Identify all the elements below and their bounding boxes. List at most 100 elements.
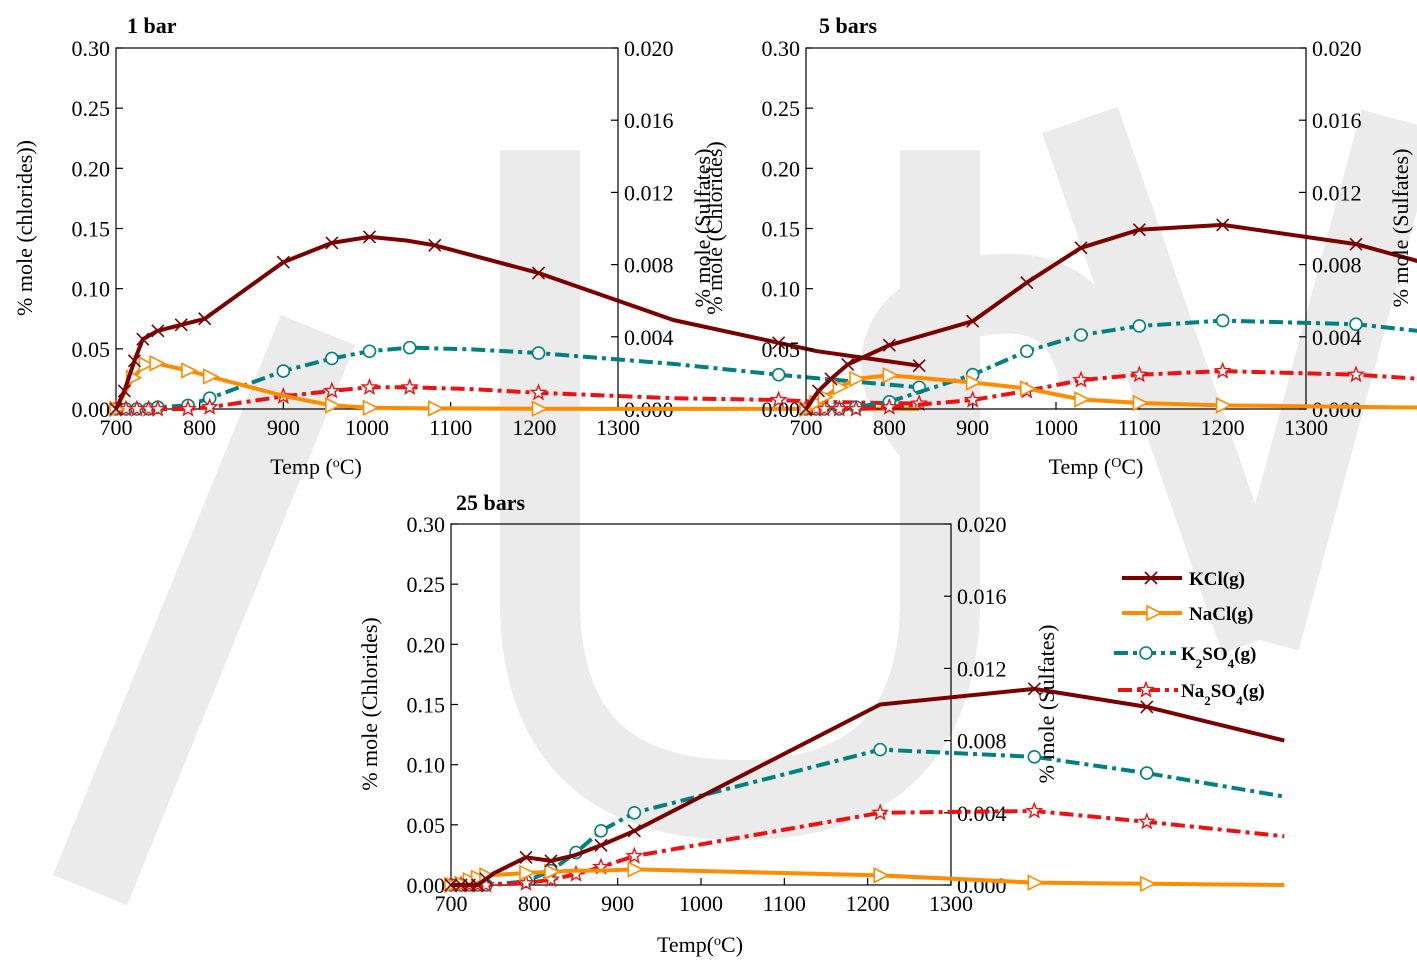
- y2-tick-label: 0.008: [624, 253, 674, 278]
- y-tick-label: 0.00: [72, 397, 111, 422]
- star-icon: [1347, 365, 1365, 383]
- triangle-right-icon: [1146, 604, 1163, 622]
- y2-tick-label: 0.012: [1312, 180, 1362, 205]
- star-icon: [847, 399, 865, 417]
- y2-axis-title: % mole (Sulfates): [1034, 625, 1059, 784]
- x-mark-icon: [151, 324, 165, 338]
- y-tick-label: 0.00: [762, 397, 801, 422]
- circle-icon: [627, 805, 642, 820]
- circle-icon: [1139, 646, 1153, 660]
- series-kcl: [109, 230, 926, 416]
- x-mark-icon: [1027, 682, 1041, 696]
- star-icon: [625, 846, 644, 864]
- x-mark-icon: [799, 402, 813, 416]
- star-icon: [1072, 370, 1090, 388]
- legend-item-kcl: KCl(g): [1122, 569, 1245, 590]
- panel-title: 25 bars: [456, 490, 526, 515]
- circle-icon: [1020, 344, 1034, 359]
- star-icon: [529, 383, 548, 401]
- legend-label-nacl: NaCl(g): [1189, 604, 1253, 625]
- x-mark-icon: [117, 384, 131, 398]
- triangle-right-icon: [1074, 391, 1091, 408]
- triangle-right-icon: [1140, 875, 1157, 893]
- series-kcl: [799, 218, 1417, 416]
- legend-item-na2so4: Na2SO4(g): [1118, 680, 1265, 708]
- star-icon: [1130, 365, 1149, 383]
- triangle-right-icon: [470, 869, 488, 887]
- y2-tick-label: 0.020: [624, 36, 674, 61]
- y2-tick-label: 0.004: [624, 325, 674, 350]
- y-tick-label: 0.15: [72, 217, 111, 242]
- y2-tick-label: 0.016: [1312, 108, 1362, 133]
- x-tick-label: 700: [790, 415, 823, 440]
- y2-axis-title: % mole (Sulfates): [1388, 149, 1413, 308]
- y-tick-label: 0.20: [762, 156, 801, 181]
- triangle-right-icon: [1027, 874, 1045, 891]
- series-na2so4: [442, 801, 1285, 893]
- legend-marker: [1139, 646, 1153, 660]
- x-tick-label: 1300: [1284, 415, 1328, 440]
- y2-tick-label: 0.000: [1312, 397, 1362, 422]
- y-axis-title: % mole (Chlorides): [702, 141, 727, 315]
- series-nacl: [799, 367, 1417, 418]
- triangle-right-icon: [849, 370, 866, 388]
- y-tick-label: 0.20: [72, 156, 111, 181]
- x-mark-icon: [471, 878, 485, 892]
- x-mark-icon: [912, 359, 926, 373]
- circle-icon: [1074, 328, 1088, 342]
- x-axis-title: Temp(oC): [657, 932, 743, 957]
- y2-tick-label: 0.020: [1312, 36, 1362, 61]
- x-mark-icon: [479, 872, 493, 886]
- x-mark-icon: [1020, 276, 1034, 290]
- x-mark-icon: [544, 854, 558, 868]
- series-kcl: [444, 682, 1285, 892]
- y-tick-label: 0.10: [762, 277, 801, 302]
- x-tick-label: 1300: [596, 415, 640, 440]
- triangle-right-icon: [149, 354, 166, 372]
- star-icon: [360, 377, 379, 396]
- x-tick-label: 1200: [512, 415, 556, 440]
- star-icon: [830, 399, 849, 417]
- panel-title: 1 bar: [127, 13, 177, 38]
- panel-title: 5 bars: [819, 13, 878, 38]
- circle-icon: [531, 346, 546, 360]
- y2-tick-label: 0.012: [957, 656, 1007, 681]
- y-tick-label: 0.10: [72, 277, 111, 302]
- y-tick-label: 0.05: [407, 813, 446, 838]
- x-mark-icon: [841, 357, 855, 372]
- x-tick-label: 800: [183, 415, 216, 440]
- star-icon: [322, 381, 341, 399]
- triangle-right-icon: [138, 356, 156, 373]
- x-mark-icon: [594, 838, 608, 852]
- triangle-right-icon: [544, 863, 561, 881]
- circle-icon: [594, 824, 608, 838]
- triangle-right-icon: [627, 861, 645, 878]
- star-icon: [178, 399, 197, 417]
- circle-icon: [1215, 313, 1230, 328]
- x-mark-icon: [325, 236, 339, 250]
- star-icon: [1213, 361, 1232, 379]
- x-mark-icon: [276, 255, 290, 269]
- x-mark-icon: [627, 824, 641, 838]
- y-tick-label: 0.10: [407, 753, 446, 778]
- star-icon: [1137, 680, 1155, 698]
- legend-label-kcl: KCl(g): [1189, 569, 1245, 590]
- legend-item-k2so4: K2SO4(g): [1114, 644, 1256, 671]
- y-tick-label: 0.25: [407, 572, 446, 597]
- x-tick-label: 700: [435, 891, 468, 916]
- x-mark-icon: [109, 402, 123, 416]
- y2-tick-label: 0.000: [957, 873, 1007, 898]
- circle-icon: [325, 351, 339, 366]
- legend-label-na2so4: Na2SO4(g): [1181, 681, 1265, 708]
- chart-panel-1bar: 1 bar 700 800 900 1000 1100 1200 1300 0.00 0.05 0…: [12, 13, 929, 479]
- x-mark-icon: [127, 354, 141, 368]
- star-icon: [769, 390, 788, 408]
- y-tick-label: 0.15: [407, 693, 446, 718]
- y2-tick-label: 0.008: [957, 729, 1007, 754]
- star-icon: [200, 397, 219, 415]
- x-mark-icon: [1074, 241, 1088, 255]
- x-mark-icon: [362, 230, 377, 244]
- legend-marker: [1137, 680, 1155, 698]
- x-mark-icon: [966, 314, 980, 328]
- x-tick-label: 1200: [846, 891, 890, 916]
